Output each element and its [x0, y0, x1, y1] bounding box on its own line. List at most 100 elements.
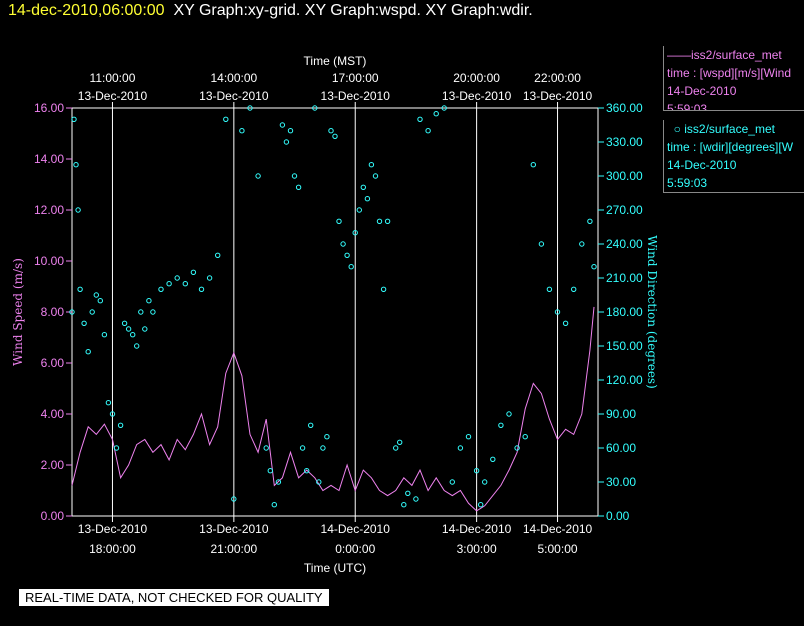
wind-direction-point [77, 286, 83, 292]
top-tick-label-time: 11:00:00 [90, 71, 136, 85]
wind-direction-point [514, 445, 520, 451]
wind-direction-point [283, 139, 290, 145]
bottom-tick-label-date: 14-Dec-2010 [321, 522, 391, 536]
top-tick-label-date: 13-Dec-2010 [523, 89, 593, 103]
wind-direction-point [198, 286, 205, 292]
wind-speed-line [71, 306, 595, 512]
legend-wdir: ○ iss2/surface_met time : [wdir][degrees… [663, 120, 804, 193]
right-tick-label: 30.00 [606, 475, 636, 489]
left-tick-label: 12.00 [34, 203, 64, 217]
wind-direction-point [324, 434, 330, 440]
legend-wspd: ——iss2/surface_met time : [wspd][m/s][Wi… [663, 46, 804, 111]
right-tick-label: 60.00 [606, 441, 636, 455]
right-tick-label: 360.00 [606, 101, 643, 115]
wind-direction-point [304, 468, 310, 474]
wind-direction-point [376, 218, 383, 225]
wind-direction-point [441, 105, 447, 111]
bottom-tick-label-date: 13-Dec-2010 [199, 522, 269, 536]
right-tick-label: 0.00 [606, 509, 630, 523]
wind-direction-point [295, 184, 302, 191]
legend-wspd-date: 14-Dec-2010 [667, 84, 737, 98]
wind-direction-point [587, 218, 593, 225]
wind-direction-point [562, 320, 569, 326]
right-tick-label: 180.00 [606, 305, 643, 319]
wind-direction-point [348, 264, 354, 270]
wind-direction-point [255, 173, 261, 179]
right-tick-label: 330.00 [606, 135, 643, 149]
wind-direction-point [190, 269, 197, 275]
left-tick-label: 0.00 [41, 509, 65, 523]
top-tick-label-time: 14:00:00 [210, 71, 257, 85]
wind-direction-point [69, 309, 75, 315]
wind-direction-point [465, 434, 472, 440]
wind-direction-point [449, 479, 455, 485]
wind-direction-point [364, 196, 371, 202]
quality-disclaimer: REAL-TIME DATA, NOT CHECKED FOR QUALITY [19, 589, 329, 606]
legend-line-symbol: —— [667, 48, 691, 62]
wind-direction-point [380, 286, 387, 292]
wind-direction-point [101, 332, 108, 338]
top-tick-label-date: 13-Dec-2010 [78, 89, 148, 103]
right-tick-label: 270.00 [606, 203, 643, 217]
legend-wdir-name: iss2/surface_met [684, 122, 775, 136]
wind-direction-point [109, 411, 116, 417]
wind-direction-point [473, 468, 480, 474]
wind-direction-point [554, 309, 561, 315]
wind-direction-point [117, 422, 124, 428]
wind-direction-point [384, 218, 391, 225]
wind-direction-point [530, 162, 536, 168]
wind-direction-point [506, 411, 512, 417]
wind-direction-point [125, 326, 132, 332]
wind-direction-point [413, 496, 419, 502]
wind-direction-point [121, 320, 128, 326]
bottom-tick-label-time: 18:00:00 [89, 542, 136, 556]
graph-title: 14-dec-2010,06:00:00 XY Graph:xy-grid. X… [8, 2, 533, 20]
wind-direction-point [93, 292, 100, 298]
wind-direction-point [150, 309, 156, 315]
bottom-tick-label-time: 21:00:00 [210, 542, 257, 556]
wind-direction-point [142, 326, 148, 332]
title-timestamp: 14-dec-2010,06:00:00 [8, 2, 165, 19]
wind-direction-point [105, 400, 112, 406]
wind-direction-point [134, 343, 140, 349]
wind-direction-point [417, 116, 423, 123]
wind-direction-point [267, 468, 273, 474]
right-tick-label: 240.00 [606, 237, 643, 251]
top-tick-label-date: 13-Dec-2010 [321, 89, 391, 103]
wind-direction-point [182, 281, 189, 287]
wind-direction-point [405, 490, 411, 496]
wind-direction-point [352, 230, 358, 236]
top-axis-label: Time (MST) [304, 54, 367, 68]
wind-direction-point [368, 162, 375, 168]
right-tick-label: 120.00 [606, 373, 643, 387]
wind-direction-point [344, 252, 350, 259]
legend-circle-symbol: ○ [667, 122, 685, 136]
top-tick-label-time: 22:00:00 [534, 71, 581, 85]
bottom-tick-label-date: 13-Dec-2010 [78, 522, 148, 536]
top-tick-label-date: 13-Dec-2010 [199, 89, 269, 103]
top-tick-label-time: 20:00:00 [453, 71, 500, 85]
wind-direction-point [263, 445, 269, 451]
right-tick-label: 210.00 [606, 271, 643, 285]
wind-direction-point [138, 309, 144, 315]
wind-direction-point [320, 445, 326, 451]
wind-direction-point [538, 241, 545, 247]
legend-wspd-name: iss2/surface_met [691, 48, 782, 62]
wind-direction-point [332, 133, 338, 140]
left-tick-label: 4.00 [41, 407, 65, 421]
wind-direction-point [215, 252, 221, 259]
right-tick-label: 300.00 [606, 169, 643, 183]
wind-direction-point [457, 445, 464, 451]
legend-wspd-time: 5:59:03 [667, 102, 708, 111]
legend-wspd-var: time : [wspd][m/s][Wind [667, 66, 792, 80]
wind-direction-point [360, 184, 366, 191]
wind-direction-point [239, 128, 245, 134]
wind-direction-point [546, 286, 553, 292]
wind-direction-point [89, 309, 95, 315]
wind-direction-point [393, 445, 399, 451]
wind-direction-point [356, 207, 362, 213]
wind-direction-point [223, 116, 229, 123]
wind-direction-point [97, 298, 104, 304]
left-tick-label: 6.00 [41, 356, 65, 370]
wind-direction-point [340, 241, 346, 247]
